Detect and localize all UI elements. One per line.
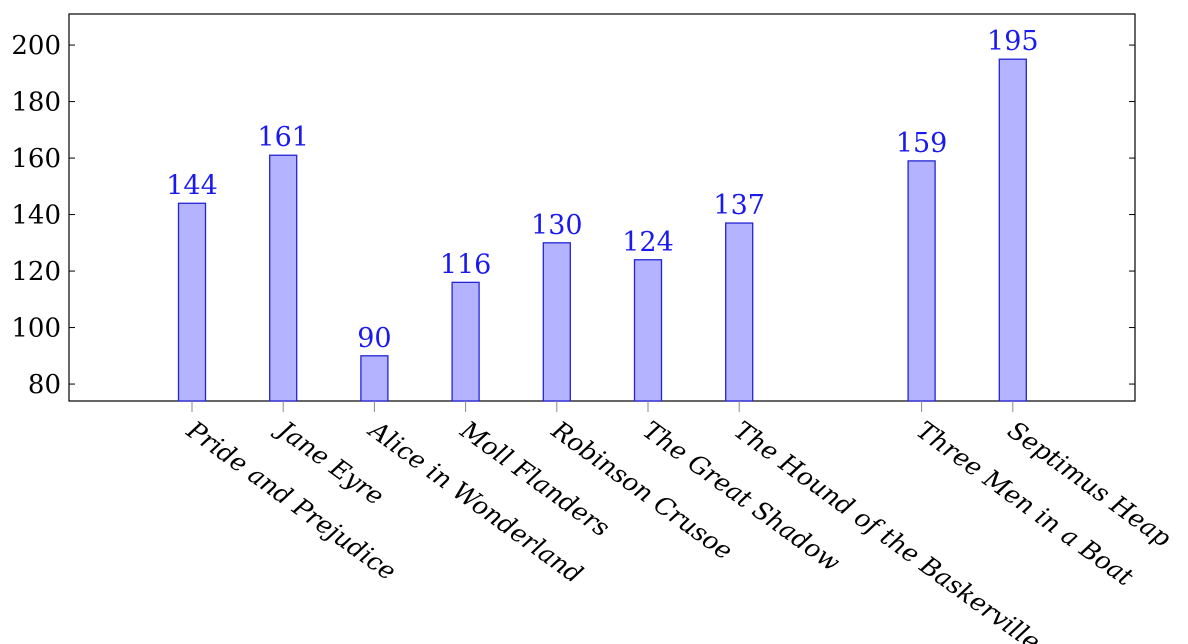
bar-value-label: 124 [622,227,674,258]
bar-value-label: 159 [896,128,948,159]
y-tick-label: 180 [11,88,61,118]
y-tick-label: 140 [11,201,61,231]
y-tick-label: 80 [28,370,61,400]
y-tick-label: 100 [11,314,61,344]
bars: 144 161 90 116 130 124 137 159 195 [166,26,1039,402]
bar-value-label: 195 [987,26,1039,57]
bar [269,154,298,402]
bar-value-label: 137 [713,190,765,221]
plot-frame [68,13,1136,402]
bar-value-label: 144 [166,170,218,201]
bar-value-label: 116 [440,249,492,280]
bar-value-label: 90 [357,323,391,354]
bar [542,242,571,402]
bar [633,259,663,402]
y-axis: 80 100 120 140 160 180 200 [11,31,1135,400]
y-tick-label: 120 [11,257,61,287]
bar-value-label: 161 [257,122,309,153]
bar-value-label: 130 [531,210,583,241]
bar [725,222,754,402]
bar [177,202,207,402]
bar [998,58,1027,402]
y-tick-label: 160 [11,144,61,174]
y-tick-label: 200 [11,31,61,61]
x-tick-label: Moll Flanders [454,415,615,543]
bar [360,355,389,402]
bar [907,160,936,402]
bar [451,281,480,402]
